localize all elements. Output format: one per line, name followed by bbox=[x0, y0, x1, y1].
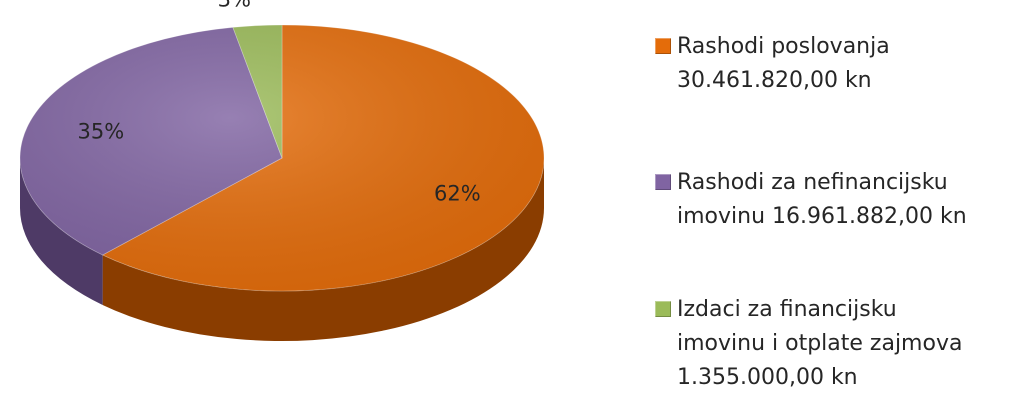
legend-label-line: Rashodi za nefinancijsku bbox=[677, 170, 948, 195]
legend-label-line: imovinu i otplate zajmova bbox=[677, 331, 963, 356]
percent-label-3: 3% bbox=[218, 0, 251, 12]
percent-labels: 62% 35% 3% bbox=[78, 0, 481, 205]
legend-label-line: Izdaci za financijsku bbox=[677, 297, 897, 322]
legend-label: Rashodi za nefinancijsku imovinu 16.961.8… bbox=[677, 166, 967, 234]
legend-swatch bbox=[655, 301, 671, 317]
legend-label-line: 30.461.820,00 kn bbox=[677, 68, 872, 93]
percent-label-1: 62% bbox=[434, 181, 481, 205]
legend-label: Izdaci za financijsku imovinu i otplate z… bbox=[677, 293, 962, 395]
legend-item-3: Izdaci za financijsku imovinu i otplate z… bbox=[655, 293, 962, 395]
legend-label-line: 1.355.000,00 kn bbox=[677, 365, 858, 390]
legend-label-line: Rashodi poslovanja bbox=[677, 34, 890, 59]
legend-item-1: Rashodi poslovanja 30.461.820,00 kn bbox=[655, 30, 890, 98]
percent-label-2: 35% bbox=[78, 119, 125, 143]
legend-swatch bbox=[655, 174, 671, 190]
legend-label: Rashodi poslovanja 30.461.820,00 kn bbox=[677, 30, 890, 98]
pie-chart: 62% 35% 3% bbox=[19, 0, 545, 341]
legend-item-2: Rashodi za nefinancijsku imovinu 16.961.8… bbox=[655, 166, 967, 234]
legend-label-line: imovinu 16.961.882,00 kn bbox=[677, 204, 967, 229]
pie-top bbox=[19, 24, 545, 292]
legend-swatch bbox=[655, 38, 671, 54]
pie-slice-side-1 bbox=[102, 158, 545, 341]
